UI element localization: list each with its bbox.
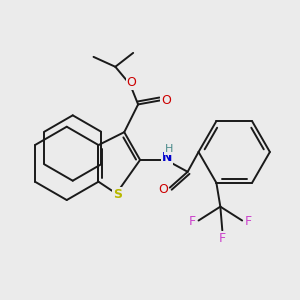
Text: H: H — [165, 144, 173, 154]
Text: O: O — [161, 94, 171, 107]
Text: F: F — [244, 215, 252, 228]
Text: F: F — [219, 232, 226, 245]
Text: F: F — [189, 215, 196, 228]
Text: O: O — [126, 76, 136, 89]
Text: N: N — [162, 152, 172, 164]
Text: O: O — [158, 183, 168, 196]
Text: S: S — [113, 188, 122, 201]
